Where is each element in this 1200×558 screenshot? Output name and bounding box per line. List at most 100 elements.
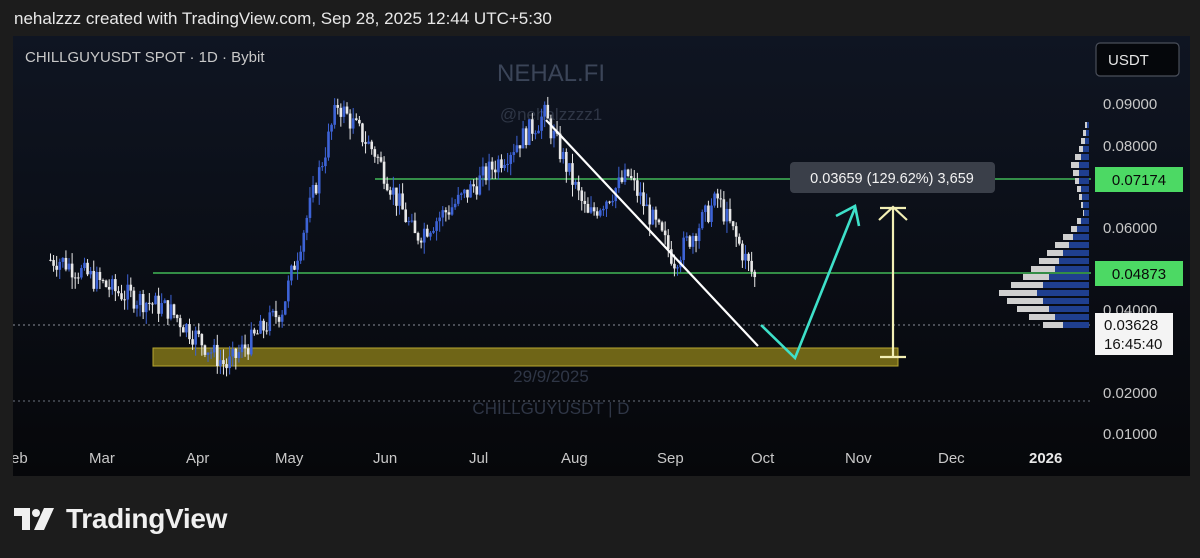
candle-body: [469, 184, 472, 198]
candle-body: [744, 253, 747, 261]
candle-body: [376, 156, 380, 158]
candle-body: [398, 193, 401, 206]
candle-body: [626, 169, 630, 177]
candle-body: [524, 128, 528, 146]
candle-body: [645, 204, 648, 207]
volume-profile: [999, 122, 1089, 328]
volume-profile-bar: [1073, 170, 1079, 176]
candle-body: [117, 291, 120, 294]
projection-arrow[interactable]: [760, 207, 857, 361]
candle-body: [348, 113, 352, 129]
symbol-label: CHILLGUYUSDT SPOT · 1D · Bybit: [25, 49, 265, 66]
candle-body: [527, 119, 531, 146]
candle-body: [194, 330, 197, 345]
candle-body: [388, 190, 392, 195]
candle-body: [240, 344, 244, 353]
volume-profile-bar: [1049, 274, 1089, 280]
candle-body: [212, 344, 216, 353]
candle-body: [333, 105, 336, 125]
candle-body: [731, 221, 735, 227]
candle-body: [364, 142, 367, 144]
candle-body: [311, 185, 315, 198]
candle-body: [413, 220, 417, 234]
candle-body: [750, 260, 753, 272]
volume-profile-bar: [1039, 258, 1059, 264]
candle-body: [580, 190, 584, 201]
candle-body: [135, 305, 139, 309]
candle-body: [503, 164, 506, 169]
candle-body: [707, 205, 710, 222]
candle-body: [568, 163, 571, 172]
candle-body: [416, 233, 420, 241]
price-chart[interactable]: NEHAL.FI @nehalzzzz1 29/9/2025 CHILLGUYU…: [13, 36, 1190, 476]
volume-profile-bar: [1085, 138, 1089, 144]
volume-profile-bar: [1083, 130, 1086, 136]
candle-body: [290, 265, 293, 281]
candle-body: [531, 119, 534, 134]
candle-body: [253, 329, 256, 334]
volume-profile-bar: [1079, 162, 1089, 168]
candle-body: [456, 194, 460, 204]
candle-body: [277, 317, 281, 322]
candle-body: [262, 320, 265, 331]
volume-profile-bar: [1007, 298, 1043, 304]
candle-body: [632, 178, 636, 181]
candle-body: [481, 166, 485, 176]
watermark-handle: @nehalzzzz1: [500, 105, 602, 124]
candle-body: [314, 185, 318, 194]
volume-profile-bar: [1083, 210, 1084, 216]
candle-body: [697, 228, 701, 242]
candle-body: [716, 193, 719, 199]
watermark-date: 29/9/2025: [513, 367, 589, 386]
volume-profile-bar: [1055, 266, 1089, 272]
candle-body: [537, 130, 540, 134]
candle-body: [682, 237, 685, 261]
candle-body: [385, 183, 389, 191]
candle-body: [543, 104, 546, 117]
volume-profile-bar: [1059, 258, 1089, 264]
candle-body: [76, 277, 80, 279]
candle-body: [407, 221, 411, 223]
candle-body: [361, 123, 364, 143]
candle-body: [283, 301, 287, 315]
candle-body: [422, 228, 426, 243]
candle-body: [521, 128, 525, 149]
volume-profile-bar: [1069, 242, 1089, 248]
candle-body: [617, 177, 621, 189]
candle-body: [605, 201, 608, 209]
volume-profile-bar: [1079, 146, 1083, 152]
candle-body: [478, 175, 482, 195]
candle-body: [234, 348, 238, 358]
candle-body: [249, 329, 253, 355]
footer-bar: TradingView: [0, 476, 1200, 558]
measure-label-box: [790, 162, 995, 193]
current-price-text: 0.03628: [1104, 317, 1158, 334]
x-axis[interactable]: eb Mar Apr May Jun Jul Aug Sep Oct Nov D…: [13, 450, 1062, 467]
volume-profile-bar: [1087, 122, 1089, 128]
candle-body: [157, 295, 160, 314]
candle-body: [429, 232, 432, 237]
candle-body: [299, 251, 302, 261]
currency-button[interactable]: [1095, 42, 1180, 77]
volume-profile-bar: [1084, 210, 1089, 216]
candle-body: [163, 300, 167, 304]
volume-profile-bar: [1081, 218, 1089, 224]
volume-profile-bar: [1043, 282, 1089, 288]
tradingview-logo[interactable]: TradingView: [14, 503, 227, 535]
candle-body: [129, 284, 133, 291]
y-axis[interactable]: 0.09000 0.08000 0.06000 0.04000 0.02000 …: [1103, 96, 1157, 443]
volume-profile-bar: [1071, 226, 1077, 232]
candle-body: [64, 257, 68, 270]
downtrend-line[interactable]: [545, 119, 759, 347]
chart-panel[interactable]: NEHAL.FI @nehalzzzz1 29/9/2025 CHILLGUYU…: [13, 36, 1190, 476]
y-tick-label: 0.06000: [1103, 220, 1157, 237]
candle-body: [265, 330, 269, 332]
candle-body: [561, 151, 565, 160]
candle-body: [574, 181, 577, 185]
candle-body: [231, 348, 235, 357]
volume-profile-bar: [1047, 250, 1063, 256]
candle-body: [441, 210, 445, 218]
candle-body: [673, 263, 676, 269]
candle-body: [336, 105, 340, 108]
candle-body: [287, 280, 290, 302]
